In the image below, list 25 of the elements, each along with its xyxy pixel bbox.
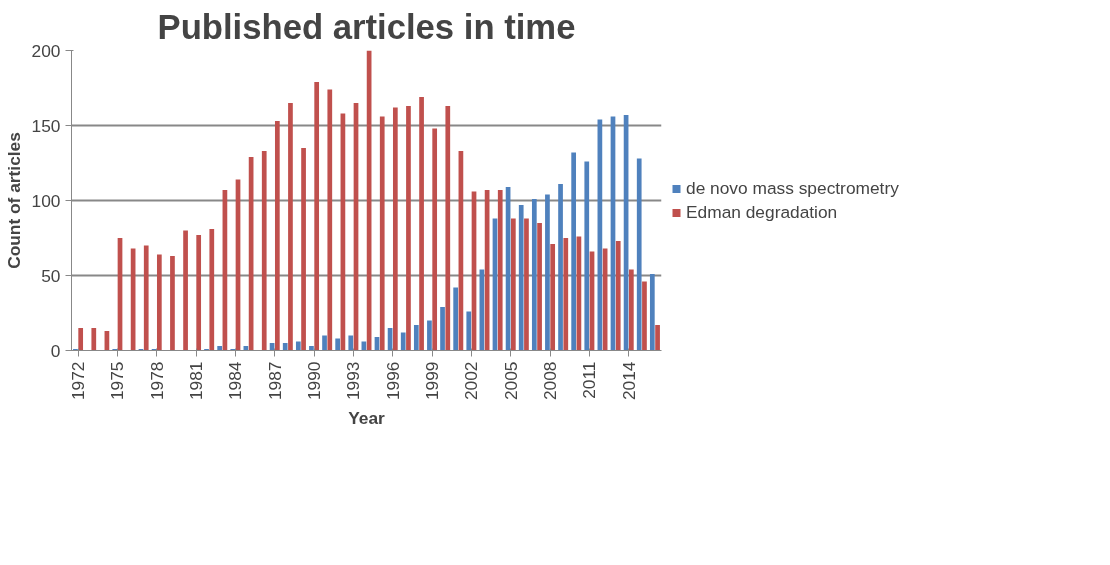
x-tick-label: 1999 — [422, 361, 443, 401]
y-axis-title: Count of articles — [3, 132, 24, 269]
chart-title: Published articles in time — [157, 7, 576, 46]
x-tick-label: 1972 — [68, 361, 89, 401]
x-tick-label: 2014 — [618, 361, 639, 401]
x-tick-label: 2005 — [500, 361, 521, 401]
y-tick-label: 50 — [41, 265, 61, 286]
x-axis-title: Year — [348, 408, 386, 429]
legend-label: Edman degradation — [686, 201, 838, 223]
x-tick-label: 1984 — [225, 361, 246, 401]
x-tick-label: 1990 — [304, 361, 325, 401]
x-tick-label: 1993 — [343, 361, 364, 401]
legend-label: de novo mass spectrometry — [686, 177, 899, 199]
x-tick-label: 1987 — [264, 361, 285, 401]
y-tick-label: 100 — [31, 190, 61, 211]
y-tick-label: 150 — [31, 115, 61, 136]
x-tick-label: 2011 — [579, 361, 600, 399]
y-tick-label: 0 — [50, 340, 61, 361]
x-tick-label: 2002 — [461, 361, 482, 401]
x-tick-label: 1981 — [186, 361, 207, 401]
y-tick-label: 200 — [31, 40, 61, 61]
x-tick-label: 1975 — [107, 361, 128, 401]
x-tick-label: 2008 — [540, 361, 561, 401]
x-tick-label: 1978 — [146, 361, 167, 401]
x-tick-label: 1996 — [382, 361, 403, 401]
